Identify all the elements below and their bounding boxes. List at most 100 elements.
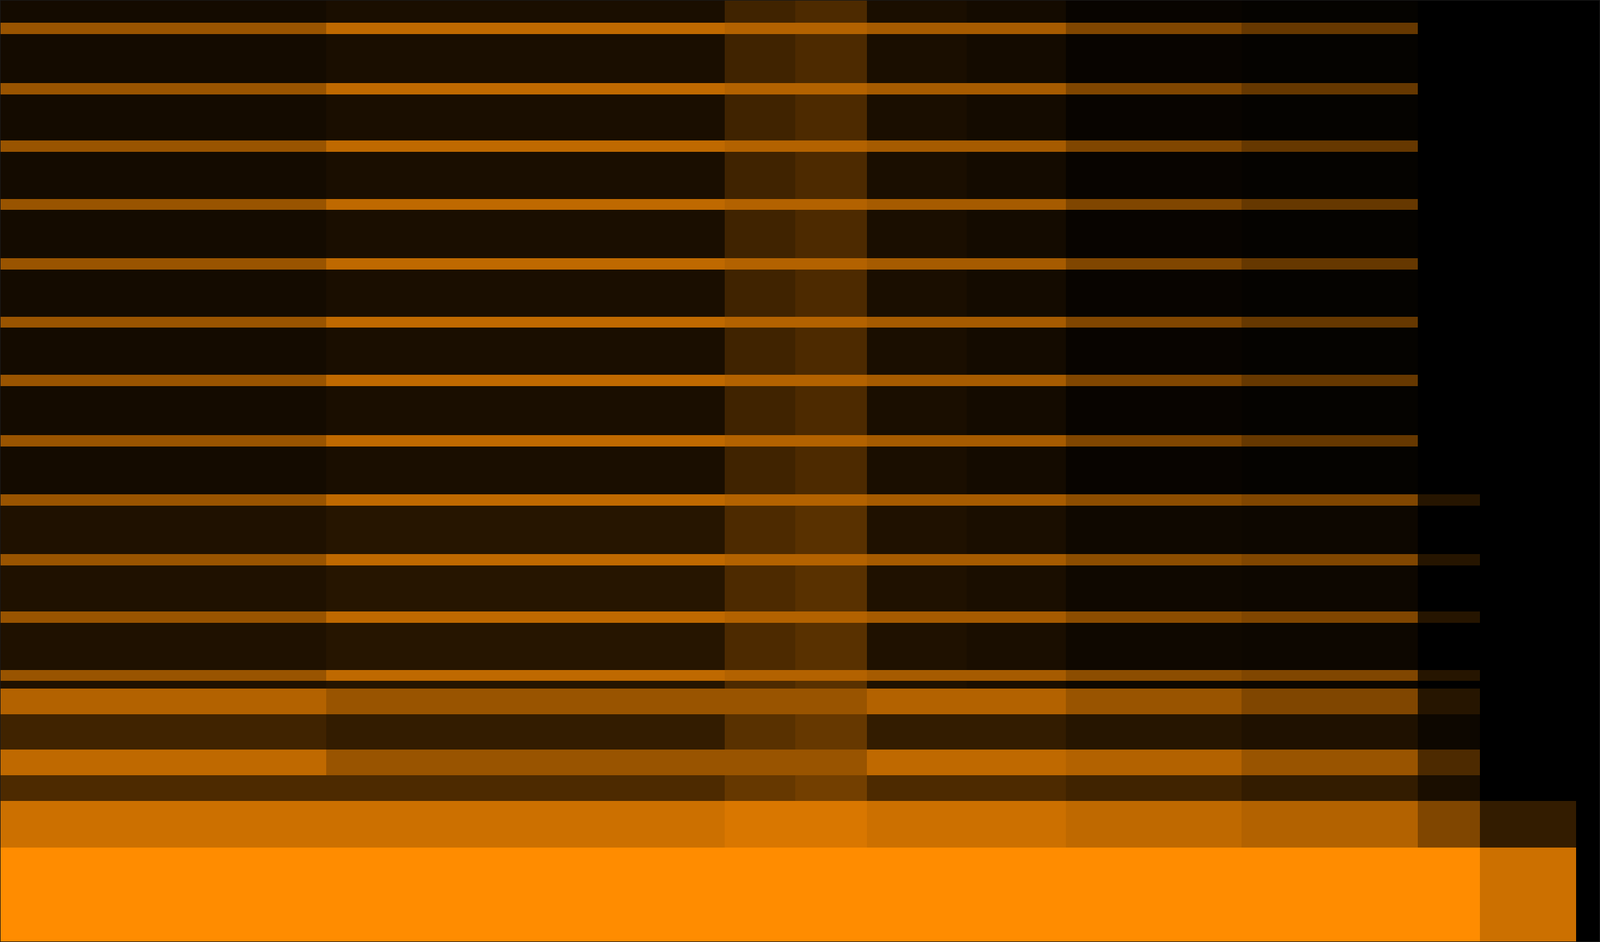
cell: [326, 327, 528, 375]
cell: [1065, 327, 1243, 375]
cell: [1479, 0, 1577, 23]
cell: [1576, 446, 1600, 495]
cell: [160, 327, 327, 375]
cell: [724, 494, 796, 506]
cell: [0, 434, 161, 447]
cell: [795, 774, 868, 801]
cell: [966, 198, 1066, 211]
cell: [724, 847, 796, 942]
cell: [795, 83, 868, 95]
cell: [160, 269, 327, 317]
cell: [866, 327, 967, 375]
cell: [326, 669, 528, 682]
cell: [1576, 209, 1600, 258]
cell: [966, 385, 1066, 435]
cell: [966, 434, 1066, 447]
cell: [528, 151, 725, 199]
cell: [966, 749, 1066, 775]
cell: [724, 258, 796, 270]
cell: [160, 774, 327, 801]
cell: [866, 198, 967, 211]
cell: [1065, 209, 1243, 258]
cell: [326, 0, 528, 23]
cell: [1479, 151, 1577, 199]
cell: [1065, 22, 1243, 35]
cell: [0, 688, 161, 714]
cell: [866, 258, 967, 270]
cell: [724, 34, 796, 84]
cell: [0, 198, 161, 211]
cell: [1417, 446, 1480, 495]
cell: [326, 22, 528, 35]
cell: [795, 94, 868, 141]
cell: [1417, 749, 1480, 775]
cell: [326, 611, 528, 623]
cell: [866, 713, 967, 750]
cell: [0, 385, 161, 435]
cell: [326, 713, 528, 750]
cell: [0, 327, 161, 375]
cell: [1479, 505, 1577, 554]
cell: [966, 622, 1066, 670]
cell: [326, 688, 528, 714]
cell: [1417, 140, 1480, 152]
cell: [326, 434, 528, 447]
cell: [1065, 847, 1243, 942]
cell: [1241, 749, 1418, 775]
cell: [1576, 151, 1600, 199]
cell: [724, 151, 796, 199]
cell: [866, 688, 967, 714]
cell: [966, 209, 1066, 258]
cell: [0, 446, 161, 495]
cell: [724, 446, 796, 495]
cell: [1065, 151, 1243, 199]
cells: [0, 0, 1600, 942]
cell: [724, 622, 796, 670]
cell: [1241, 327, 1418, 375]
cell: [1065, 258, 1243, 270]
cell: [528, 434, 725, 447]
cell: [1576, 140, 1600, 152]
cell: [528, 800, 725, 848]
cell: [0, 269, 161, 317]
cell: [1065, 680, 1243, 689]
cell: [866, 434, 967, 447]
cell: [724, 269, 796, 317]
cell: [866, 749, 967, 775]
cell: [0, 749, 161, 775]
cell: [528, 446, 725, 495]
cell: [1241, 0, 1418, 23]
cell: [966, 505, 1066, 554]
cell: [966, 258, 1066, 270]
cell: [0, 669, 161, 682]
cell: [795, 713, 868, 750]
cell: [1576, 800, 1600, 848]
cell: [724, 327, 796, 375]
cell: [1065, 505, 1243, 554]
cell: [866, 622, 967, 670]
cell: [1241, 565, 1418, 612]
cell: [0, 94, 161, 141]
cell: [1479, 565, 1577, 612]
cell: [160, 385, 327, 435]
cell: [1065, 774, 1243, 801]
cell: [0, 494, 161, 506]
cell: [966, 140, 1066, 152]
cell: [160, 83, 327, 95]
cell: [724, 83, 796, 95]
cell: [966, 83, 1066, 95]
cell: [1417, 622, 1480, 670]
cell: [866, 209, 967, 258]
cell: [326, 316, 528, 329]
cell: [1576, 34, 1600, 84]
cell: [1479, 713, 1577, 750]
cell: [795, 669, 868, 682]
cell: [1065, 565, 1243, 612]
cell: [1241, 198, 1418, 211]
cell: [795, 434, 868, 447]
cell: [966, 669, 1066, 682]
cell: [724, 774, 796, 801]
cell: [1241, 774, 1418, 801]
cell: [528, 94, 725, 141]
cell: [528, 209, 725, 258]
